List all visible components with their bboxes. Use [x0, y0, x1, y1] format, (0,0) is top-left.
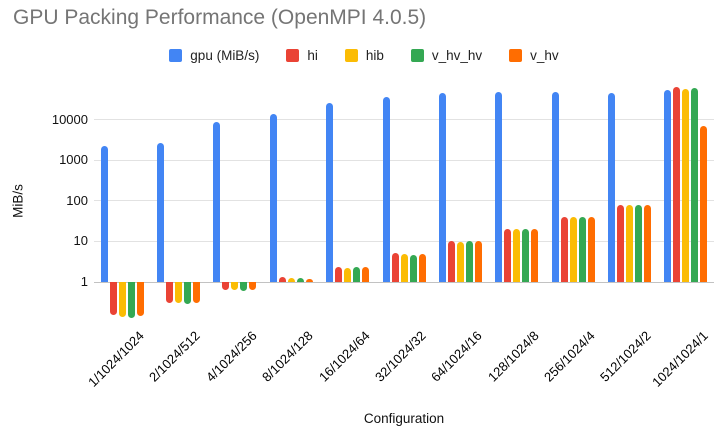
bar-hib	[118, 282, 126, 317]
bar-hi	[222, 282, 230, 291]
bar-hi	[616, 204, 624, 282]
bar-v-hv-hv	[578, 216, 586, 282]
y-axis-title: MiB/s	[10, 184, 26, 218]
x-axis-line	[94, 281, 714, 283]
legend-item: hib	[344, 48, 384, 63]
x-tick-label: 4/1024/256	[202, 328, 260, 385]
legend-item: gpu (MiB/s)	[169, 48, 259, 63]
bar-gpu-mib-s-	[269, 113, 277, 282]
plot-area	[94, 80, 714, 318]
bar-v-hv-hv	[465, 241, 473, 282]
y-tick-label: 1	[80, 274, 88, 289]
bar-gpu-mib-s-	[100, 146, 108, 282]
legend-swatch-icon	[286, 49, 300, 62]
bar-hib	[569, 216, 577, 282]
x-tick-label: 1024/1024/1	[648, 328, 711, 390]
bar-hib	[344, 268, 352, 282]
gridline	[94, 200, 714, 202]
bar-v-hv	[418, 253, 426, 282]
x-tick-label: 32/1024/32	[371, 328, 429, 385]
legend-item: v_hv_hv	[410, 48, 483, 63]
x-tick-label: 512/1024/2	[597, 328, 655, 385]
legend-item: hi	[286, 48, 318, 63]
legend: gpu (MiB/s) hi hib v_hv_hv v_hv	[0, 48, 728, 63]
bar-hi	[560, 216, 568, 282]
x-axis-title: Configuration	[363, 411, 445, 426]
chart-title: GPU Packing Performance (OpenMPI 4.0.5)	[13, 6, 427, 29]
bar-v-hv-hv	[522, 229, 530, 282]
x-tick-label: 8/1024/128	[259, 328, 316, 385]
legend-swatch-icon	[344, 49, 358, 62]
bar-hib	[400, 254, 408, 282]
bar-v-hv	[305, 278, 313, 282]
bar-v-hv	[700, 126, 708, 282]
x-tick-label: 16/1024/64	[315, 328, 373, 385]
legend-swatch-icon	[509, 49, 523, 62]
bar-gpu-mib-s-	[664, 89, 672, 282]
bar-hib	[175, 282, 183, 304]
bar-hi	[278, 277, 286, 282]
bar-hib	[625, 204, 633, 282]
bar-hi	[335, 266, 343, 282]
bar-gpu-mib-s-	[551, 91, 559, 282]
bar-gpu-mib-s-	[382, 97, 390, 282]
bar-v-hv-hv	[127, 282, 135, 318]
bar-v-hv	[249, 282, 257, 291]
legend-swatch-icon	[169, 49, 183, 62]
bar-v-hv	[474, 241, 482, 282]
bar-hib	[682, 88, 690, 282]
bar-v-hv	[362, 267, 370, 282]
bar-gpu-mib-s-	[607, 92, 615, 282]
y-tick-label: 100	[66, 192, 88, 208]
bar-v-hv	[643, 204, 651, 282]
bar-gpu-mib-s-	[495, 91, 503, 282]
x-tick-label: 256/1024/4	[541, 328, 598, 385]
bar-v-hv	[136, 282, 144, 317]
y-tick-label: 10	[73, 233, 88, 249]
bar-v-hv-hv	[634, 205, 642, 282]
legend-item: v_hv	[509, 48, 559, 63]
x-tick-label: 2/1024/512	[146, 328, 204, 385]
gridline	[94, 240, 714, 242]
legend-swatch-icon	[410, 49, 424, 62]
legend-label: hi	[307, 48, 318, 63]
bar-gpu-mib-s-	[213, 122, 221, 282]
y-tick-label: 1000	[59, 152, 88, 168]
bar-v-hv	[587, 216, 595, 282]
x-tick-label: 1/1024/1024	[85, 328, 147, 390]
bar-gpu-mib-s-	[326, 103, 334, 282]
bar-hi	[504, 229, 512, 282]
bar-v-hv-hv	[240, 282, 248, 291]
bar-hi	[673, 87, 681, 282]
bar-gpu-mib-s-	[438, 93, 446, 282]
bar-v-hv	[531, 229, 539, 282]
bar-v-hv-hv	[353, 266, 361, 282]
bar-v-hv	[193, 282, 201, 304]
bar-v-hv-hv	[409, 255, 417, 282]
bar-gpu-mib-s-	[157, 142, 165, 282]
gridline	[94, 159, 714, 161]
bar-hi	[447, 240, 455, 282]
legend-label: v_hv	[530, 48, 559, 63]
legend-label: gpu (MiB/s)	[190, 48, 260, 63]
bar-hib	[456, 241, 464, 282]
y-tick-label: 10000	[51, 111, 88, 127]
bar-hi	[391, 252, 399, 282]
bar-hib	[231, 282, 239, 291]
gridline	[94, 119, 714, 121]
bar-hi	[109, 282, 117, 316]
legend-label: v_hv_hv	[431, 48, 483, 63]
bar-v-hv-hv	[184, 282, 192, 305]
x-tick-label: 64/1024/16	[428, 328, 485, 385]
bar-hib	[513, 229, 521, 282]
bar-v-hv-hv	[691, 88, 699, 282]
bar-hi	[166, 282, 174, 304]
legend-label: hib	[365, 48, 384, 63]
bar-v-hv-hv	[296, 278, 304, 282]
x-tick-label: 128/1024/8	[484, 328, 542, 385]
bar-hib	[287, 278, 295, 282]
